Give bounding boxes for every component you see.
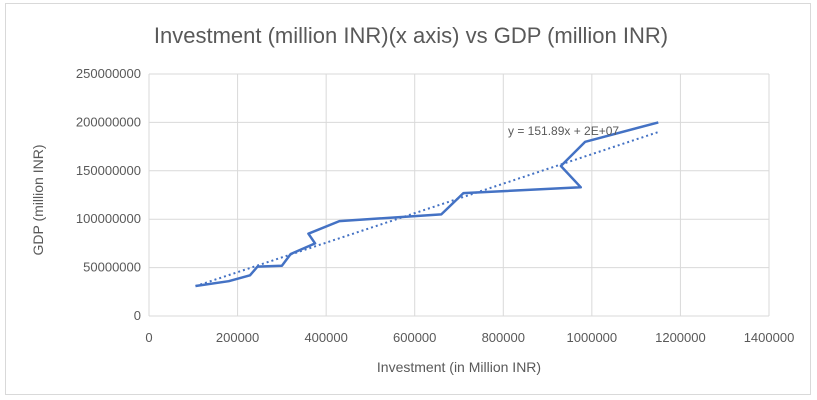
x-tick-label: 0 bbox=[145, 330, 152, 345]
y-tick-label: 250000000 bbox=[76, 66, 141, 81]
tick-label-layer: 0 50000000 100000000 150000000 200000000 2500… bbox=[76, 66, 794, 345]
chart-svg: 0 50000000 100000000 150000000 200000000 2500… bbox=[30, 23, 794, 375]
y-tick-label: 150000000 bbox=[76, 163, 141, 178]
x-tick-label: 1400000 bbox=[744, 330, 795, 345]
trendline bbox=[195, 131, 659, 288]
y-axis-title: GDP (million INR) bbox=[30, 145, 46, 256]
x-tick-label: 600000 bbox=[393, 330, 436, 345]
x-axis-title: Investment (in Million INR) bbox=[377, 359, 541, 375]
x-tick-label: 800000 bbox=[482, 330, 525, 345]
chart-frame: 0 50000000 100000000 150000000 200000000 2500… bbox=[5, 3, 811, 395]
y-tick-label: 200000000 bbox=[76, 114, 141, 129]
x-tick-label: 1000000 bbox=[567, 330, 618, 345]
series-line bbox=[195, 121, 659, 288]
y-tick-label: 50000000 bbox=[83, 260, 141, 275]
grid-layer bbox=[148, 73, 770, 317]
y-tick-label: 100000000 bbox=[76, 211, 141, 226]
x-tick-label: 400000 bbox=[304, 330, 347, 345]
trendline-layer bbox=[195, 131, 659, 288]
trendline-equation: y = 151.89x + 2E+07 bbox=[508, 124, 619, 138]
x-tick-label: 200000 bbox=[216, 330, 259, 345]
chart-title: Investment (million INR)(x axis) vs GDP … bbox=[154, 23, 668, 48]
x-tick-label: 1200000 bbox=[655, 330, 706, 345]
series-layer bbox=[195, 121, 659, 288]
y-tick-label: 0 bbox=[134, 308, 141, 323]
